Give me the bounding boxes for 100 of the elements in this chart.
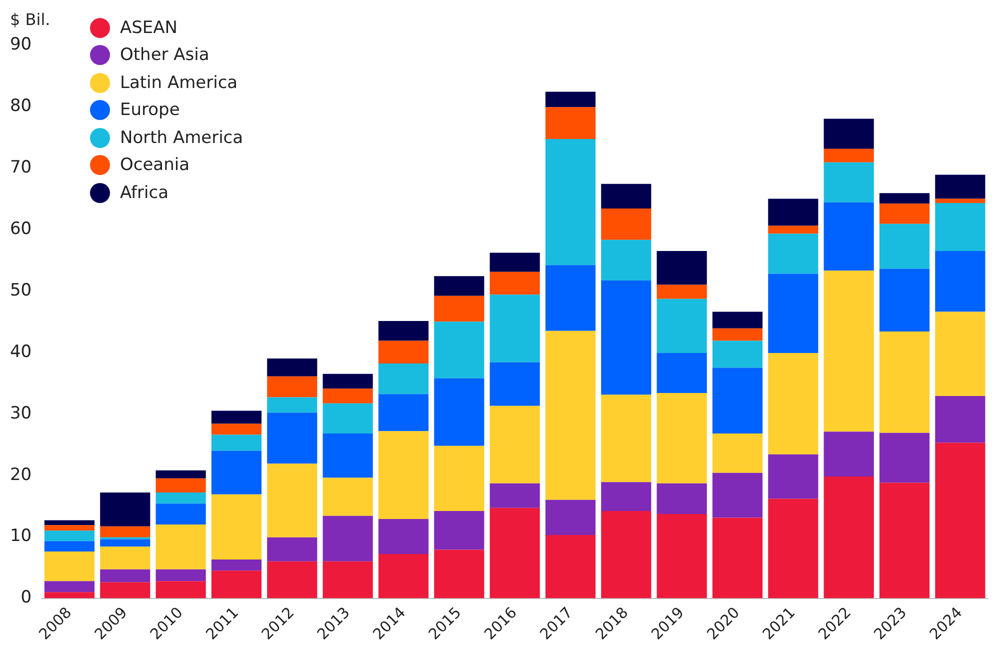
bar [601,394,652,482]
bar [768,234,818,274]
bar [322,403,373,434]
legend-label: Africa [120,182,168,203]
bar [879,331,930,433]
y-tick-label: 10 [10,526,32,546]
bar [601,184,652,209]
legend-label: Europe [120,100,180,120]
bar [601,510,652,598]
bar [879,268,930,332]
bar [267,464,318,538]
bar [768,498,818,598]
bar [935,198,986,203]
bar [378,321,429,341]
bar [211,494,262,560]
bar [100,569,150,582]
bar [490,406,540,484]
y-tick-label: 20 [10,464,32,485]
bar [267,561,318,598]
bar [267,376,318,398]
bar [490,362,540,406]
bar [712,328,763,341]
bar [267,537,318,562]
y-tick-label: 60 [10,218,32,239]
bar [935,250,986,312]
bar [100,546,150,570]
bar [434,296,484,322]
bar [100,492,150,526]
bar [211,410,262,424]
bar [601,482,652,511]
bar [768,198,818,226]
y-tick-label: 0 [20,588,32,608]
bar [656,483,707,514]
bar [434,510,484,550]
bar [935,442,986,598]
bar [879,204,930,224]
bar [378,394,429,432]
bar [824,432,874,477]
bar [490,272,540,295]
bar [156,569,206,582]
bar [322,561,373,598]
bar [935,312,986,396]
bar [100,582,150,598]
bar [656,284,707,299]
bar [434,322,484,378]
legend-label: ASEAN [120,18,178,38]
bar [768,454,818,499]
bar [156,478,206,493]
y-tick-label: 50 [10,280,32,300]
legend-label: North America [120,128,244,148]
bar [935,202,986,251]
bar [712,518,763,598]
bar [490,483,540,508]
bar [211,560,262,571]
bar [156,492,206,504]
bar [434,550,484,598]
bar [322,374,373,389]
bar [545,265,596,331]
bar [378,554,429,598]
bar [434,276,484,296]
legend-label: Other Asia [120,45,210,66]
bar [824,270,874,432]
bar [712,472,763,518]
bar [935,174,986,199]
bar [601,208,652,240]
bar [712,312,763,328]
bar [44,530,95,542]
bar [656,298,707,353]
bar [768,352,818,454]
bar [378,363,429,394]
bar [656,392,707,484]
bar [545,92,596,108]
bar [490,508,540,598]
bar [44,592,95,598]
y-tick-label: 70 [10,157,32,178]
bar [656,250,707,285]
bar [44,525,95,531]
bar [378,518,429,554]
bar [378,431,429,519]
bar [879,224,930,269]
bar [545,500,596,535]
bar [156,524,206,570]
bar [44,541,95,552]
bar [378,340,429,364]
bar [490,294,540,362]
bar [601,280,652,395]
bar [211,570,262,598]
bar [100,526,150,538]
y-tick-label: 40 [10,342,32,362]
bar [267,397,318,413]
bar [768,274,818,353]
bar [712,434,763,473]
bar [545,107,596,140]
legend-label: Latin America [120,72,238,93]
bar [44,520,95,526]
bar [824,162,874,202]
bar [824,148,874,162]
bar [879,432,930,483]
bar [601,240,652,280]
legend-label: Oceania [120,155,190,176]
